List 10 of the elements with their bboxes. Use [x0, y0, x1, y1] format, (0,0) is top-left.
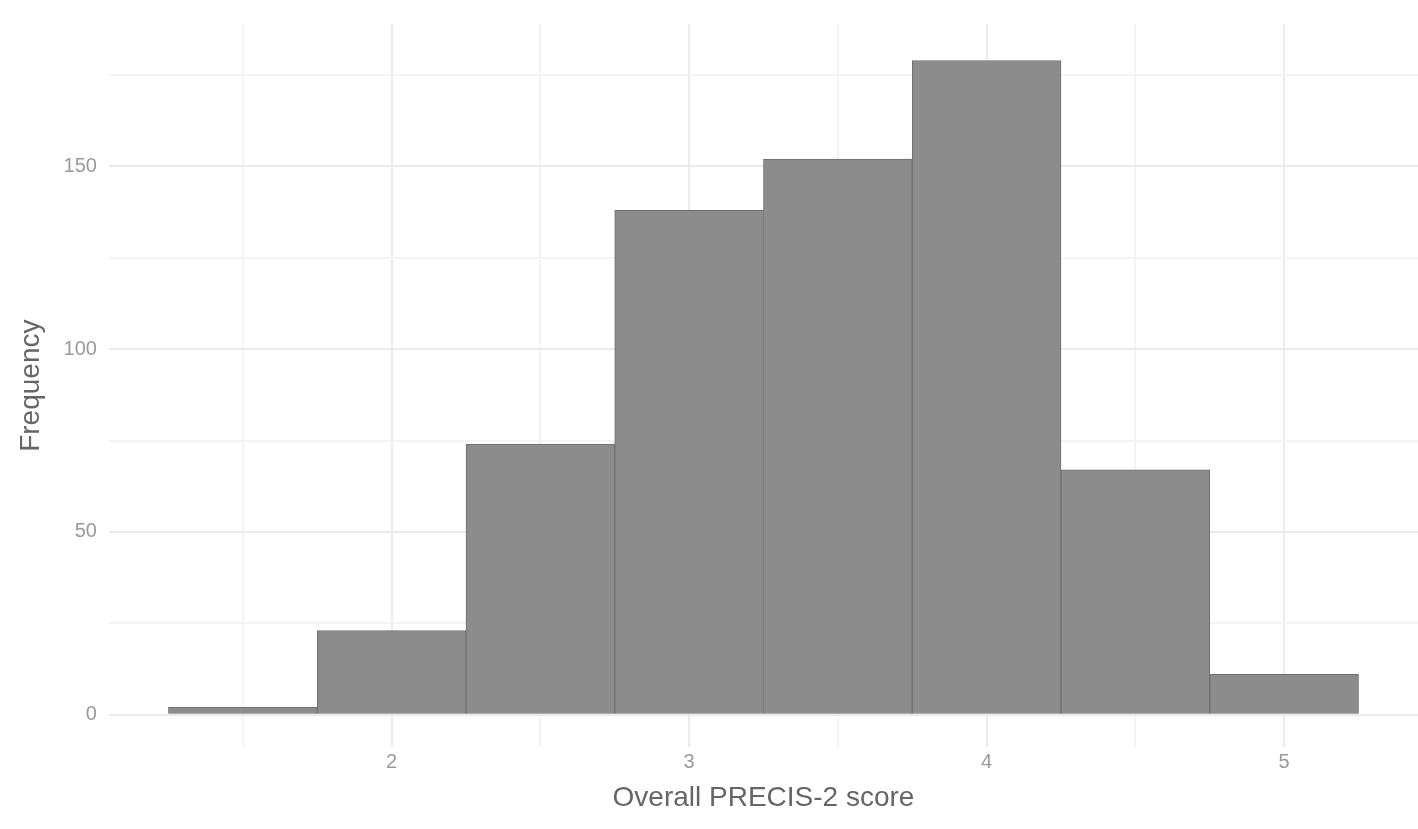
- y-tick-label: 150: [63, 154, 97, 176]
- y-tick-label: 100: [63, 336, 97, 359]
- y-tick-label: 0: [85, 702, 97, 725]
- y-axis-title: Frequency: [13, 319, 45, 452]
- x-tick-label: 3: [683, 749, 695, 772]
- x-tick-label: 4: [981, 749, 993, 772]
- y-tick-label: 50: [74, 519, 97, 542]
- x-axis-title: Overall PRECIS-2 score: [612, 780, 915, 812]
- x-tick-label: 2: [386, 749, 398, 772]
- x-tick-label: 5: [1278, 749, 1290, 772]
